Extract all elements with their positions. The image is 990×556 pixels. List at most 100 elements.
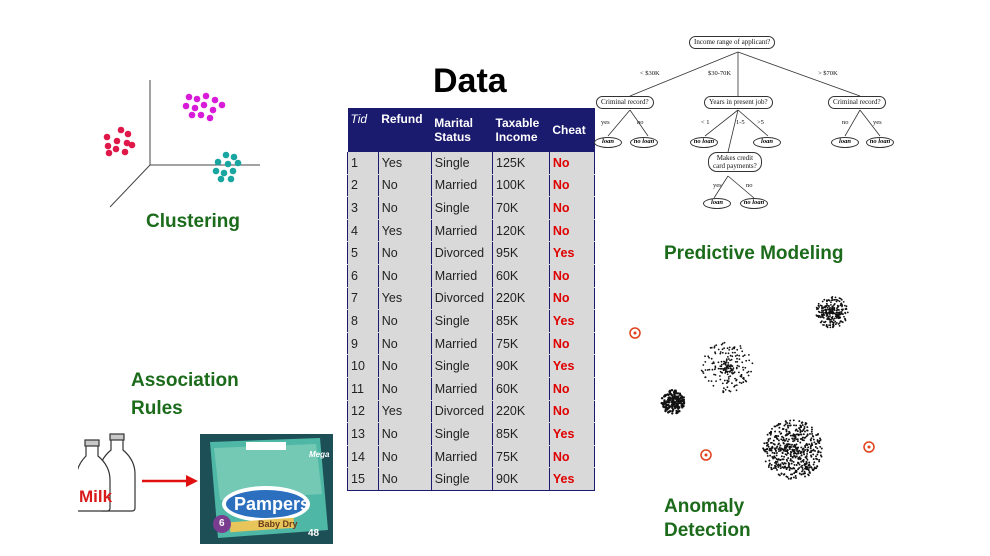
cell-marital: Married [431,332,494,356]
cell-cheat: No [549,152,596,175]
edge-no-credit: no [746,182,753,189]
edge-no-right: no [842,119,849,126]
leaf-noloan-3: no loan [866,137,894,148]
cell-refund: No [378,264,432,288]
anomaly-scatter [629,296,875,480]
header-refund: Refund [378,108,432,152]
cell-tid: 15 [347,467,379,491]
table-row: 11 No Married 60K No [347,377,596,401]
cell-tid: 5 [347,241,379,265]
pampers-sub-text: Baby Dry [258,519,298,529]
cell-refund: No [378,445,432,469]
cell-cheat: No [549,219,596,243]
cell-tid: 7 [347,287,379,311]
cell-cheat: No [549,174,596,198]
table-row: 7 Yes Divorced 220K No [347,287,596,311]
arrow-right-icon [142,475,198,487]
edge-yes-credit: yes [713,182,722,189]
cell-cheat: Yes [549,467,596,491]
leaf-loan-4: loan [703,198,731,209]
cell-income: 85K [492,309,550,333]
leaf-loan-2: loan [753,137,781,148]
cell-income: 70K [492,196,550,220]
milk-bottles-icon [78,433,136,512]
magenta-cluster [182,92,226,122]
cell-refund: No [378,354,432,378]
tree-criminal-node-left: Criminal record? [596,96,654,109]
leaf-loan-3: loan [831,137,859,148]
pampers-mega-text: Mega [309,450,330,459]
cell-cheat: No [549,400,596,424]
cell-refund: No [378,422,432,446]
cell-cheat: No [549,445,596,469]
diaper-package-icon: Pampers Baby Dry Mega 48 6 [200,434,333,544]
cell-refund: Yes [378,287,432,311]
cell-tid: 10 [347,354,379,378]
tree-credit-node: Makes credit card payments? [708,152,762,172]
cell-cheat: Yes [549,422,596,446]
cell-tid: 6 [347,264,379,288]
cell-income: 220K [492,287,550,311]
cell-tid: 3 [347,196,379,220]
leaf-noloan-4: no loan [740,198,768,209]
leaf-noloan-1: no loan [630,137,658,148]
cell-refund: No [378,467,432,491]
tree-criminal-node-right: Criminal record? [828,96,886,109]
clustering-plot [103,80,260,208]
cell-marital: Married [431,445,494,469]
table-row: 3 No Single 70K No [347,196,596,220]
data-table: Tid Refund Marital Status Taxable Income C… [347,108,596,491]
edge-yes-left: yes [601,119,610,126]
edge-30-70: $30-70K [708,70,732,77]
cell-tid: 14 [347,445,379,469]
cell-marital: Single [431,467,494,491]
table-row: 10 No Single 90K Yes [347,354,596,378]
milk-label: Milk [79,487,113,506]
table-header-row: Tid Refund Marital Status Taxable Income C… [347,108,595,152]
clustering-label: Clustering [146,211,240,232]
edge-1-5: 1-5 [736,119,745,126]
cell-tid: 2 [347,174,379,198]
cell-income: 60K [492,377,550,401]
pampers-brand-text: Pampers [234,494,311,514]
table-row: 14 No Married 75K No [347,445,596,469]
edge-gt5: >5 [757,119,764,126]
cell-refund: Yes [378,400,432,424]
cell-marital: Divorced [431,241,494,265]
cell-refund: No [378,174,432,198]
leaf-loan-1: loan [594,137,622,148]
table-row: 1 Yes Single 125K No [347,152,596,175]
tree-root-node: Income range of applicant? [689,36,776,49]
cell-income: 220K [492,400,550,424]
cell-income: 90K [492,467,550,491]
cell-refund: Yes [378,152,432,175]
pampers-count-text: 48 [308,528,320,539]
header-taxable: Taxable Income [492,108,550,152]
teal-cluster [212,151,242,183]
table-row: 13 No Single 85K Yes [347,422,596,446]
red-cluster [103,126,136,157]
edge-no-left: no [637,119,644,126]
edge-yes-right: yes [873,119,882,126]
cell-tid: 1 [347,152,379,175]
cell-income: 125K [492,152,550,175]
cell-marital: Married [431,174,494,198]
cell-tid: 11 [347,377,379,401]
association-label-line1: Association [131,370,239,391]
edge-lt1: < 1 [701,119,710,126]
table-body: 1 Yes Single 125K No 2 No Married 100K No 3 No Singl… [347,152,596,491]
cell-marital: Divorced [431,400,494,424]
edge-lt30: < $30K [640,70,660,77]
cell-income: 75K [492,445,550,469]
cell-tid: 4 [347,219,379,243]
cell-marital: Married [431,219,494,243]
header-cheat: Cheat [549,108,595,152]
cell-cheat: Yes [549,309,596,333]
cell-income: 120K [492,219,550,243]
cell-marital: Single [431,309,494,333]
anomaly-outlier-icon [629,327,875,461]
table-row: 9 No Married 75K No [347,332,596,356]
association-label-line2: Rules [131,398,183,419]
decision-tree-edges [607,51,881,199]
leaf-noloan-2: no loan [690,137,718,148]
